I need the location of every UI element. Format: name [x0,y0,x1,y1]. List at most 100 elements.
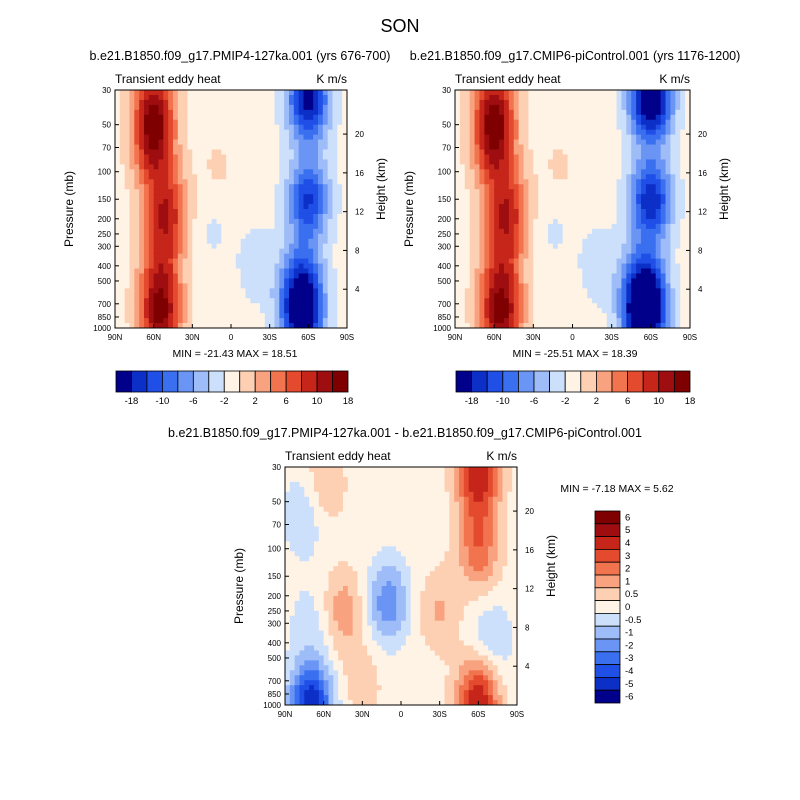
heatmap-cell [616,124,623,131]
heatmap-cell [523,233,530,240]
heatmap-cell [675,99,681,106]
heatmap-cell [279,94,285,101]
heatmap-cell [158,134,164,141]
heatmap-cell [601,144,608,151]
heatmap-cell [572,248,578,255]
heatmap-cell [655,119,662,126]
heatmap-cell [455,238,461,245]
heatmap-cell [636,293,642,299]
heatmap-cell [567,174,574,180]
heatmap-cell [245,184,251,190]
heatmap-cell [557,308,564,314]
heatmap-cell [528,159,534,165]
heatmap-cell [636,199,642,205]
heatmap-cell [489,154,495,161]
heatmap-cell [645,144,652,151]
heatmap-cell [572,263,578,270]
heatmap-cell [342,204,347,210]
heatmap-cell [293,184,300,190]
heatmap-cell [489,243,495,250]
heatmap-cell [616,139,623,146]
heatmap-cell [469,223,476,230]
heatmap-cell [484,288,490,294]
heatmap-cell [129,134,135,141]
heatmap-cell [269,258,276,265]
heatmap-cell [636,94,642,101]
heatmap-cell [168,278,174,284]
heatmap-cell [592,104,598,111]
heatmap-cell [115,273,121,280]
heatmap-cell [235,218,242,225]
heatmap-cell [240,293,247,299]
heatmap-cell [479,218,485,225]
heatmap-cell [641,144,647,151]
heatmap-cell [293,243,300,250]
heatmap-cell [235,159,242,165]
heatmap-cell [665,318,672,324]
heatmap-cell [124,119,131,126]
heatmap-cell [279,149,285,156]
heatmap-cell [557,90,564,96]
heatmap-cell [503,293,510,299]
heatmap-cell [572,223,578,230]
heatmap-cell [567,253,574,260]
heatmap-cell [616,179,623,185]
heatmap-cell [494,189,500,195]
heatmap-cell [641,223,647,230]
heatmap-cell [298,273,305,280]
heatmap-cell [231,149,237,156]
heatmap-cell [148,99,155,106]
heatmap-cell [484,238,490,245]
heatmap-cell [552,204,559,210]
heatmap-cell [304,630,310,637]
heatmap-cell [173,268,179,275]
heatmap-cell [221,179,227,185]
x-tick-label: 90N [108,333,123,342]
heatmap-cell [513,209,520,215]
heatmap-cell [173,209,179,215]
heatmap-cell [596,278,603,284]
heatmap-cell [489,119,495,126]
heatmap-cell [294,615,301,622]
heatmap-cell [124,139,131,146]
heatmap-cell [675,248,681,255]
heatmap-cell [675,139,681,146]
heatmap-cell [285,566,291,572]
heatmap-cell [134,283,140,289]
heatmap-cell [337,204,343,210]
heatmap-cell [303,169,309,175]
heatmap-cell [494,253,500,260]
heatmap-cell [616,144,623,151]
heatmap-cell [299,576,305,582]
heatmap-cell [187,238,193,245]
heatmap-cell [245,288,251,294]
heatmap-cell [552,179,559,185]
heatmap-cell [655,298,662,304]
heatmap-cell [318,104,324,111]
heatmap-cell [308,179,314,185]
heatmap-cell [255,154,261,161]
heatmap-cell [168,119,174,126]
heatmap-cell [484,139,490,146]
heatmap-cell [518,248,525,255]
heatmap-cell [163,313,169,319]
heatmap-cell [264,258,271,265]
heatmap-cell [313,184,319,190]
heatmap-cell [148,293,155,299]
heatmap-cell [206,283,213,289]
heatmap-cell [596,129,603,136]
heatmap-cell [675,313,681,319]
heatmap-cell [332,323,338,328]
heatmap-cell [587,159,593,165]
heatmap-cell [474,293,481,299]
heatmap-cell [518,218,525,225]
heatmap-cell [322,184,329,190]
heatmap-cell [173,204,179,210]
heatmap-cell [631,283,637,289]
heatmap-cell [322,189,329,195]
y-tick-label: 30 [442,86,451,95]
heatmap-cell [616,318,623,324]
heatmap-cell [279,223,285,230]
heatmap-cell [192,213,198,220]
heatmap-cell [626,273,632,280]
